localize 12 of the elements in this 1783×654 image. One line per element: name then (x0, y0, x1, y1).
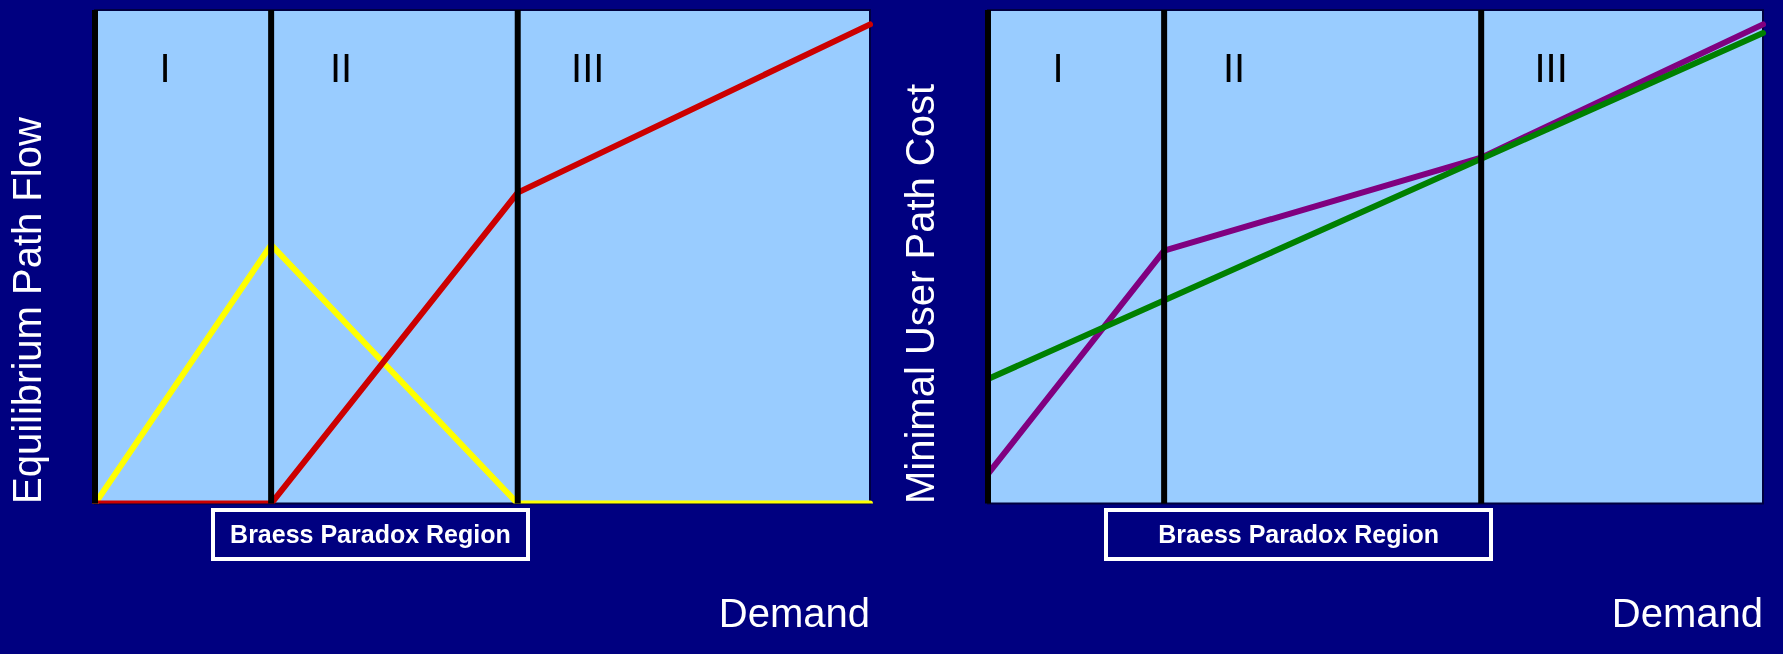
x-axis-title: Demand (718, 591, 870, 636)
annotation: II (1223, 46, 1246, 91)
x-axis-title: Demand (1611, 591, 1763, 636)
annotation: II (330, 46, 353, 91)
annotation: I (1052, 46, 1064, 91)
y-axis-title: Minimal User Path Cost (898, 83, 943, 504)
text: Braess Paradox Region (1104, 507, 1494, 561)
annotation: III (571, 46, 605, 91)
text: Braess Paradox Region (211, 507, 530, 561)
y-axis-title: Equilibrium Path Flow (5, 116, 50, 504)
annotation: I (159, 46, 171, 91)
annotation: III (1534, 46, 1568, 91)
